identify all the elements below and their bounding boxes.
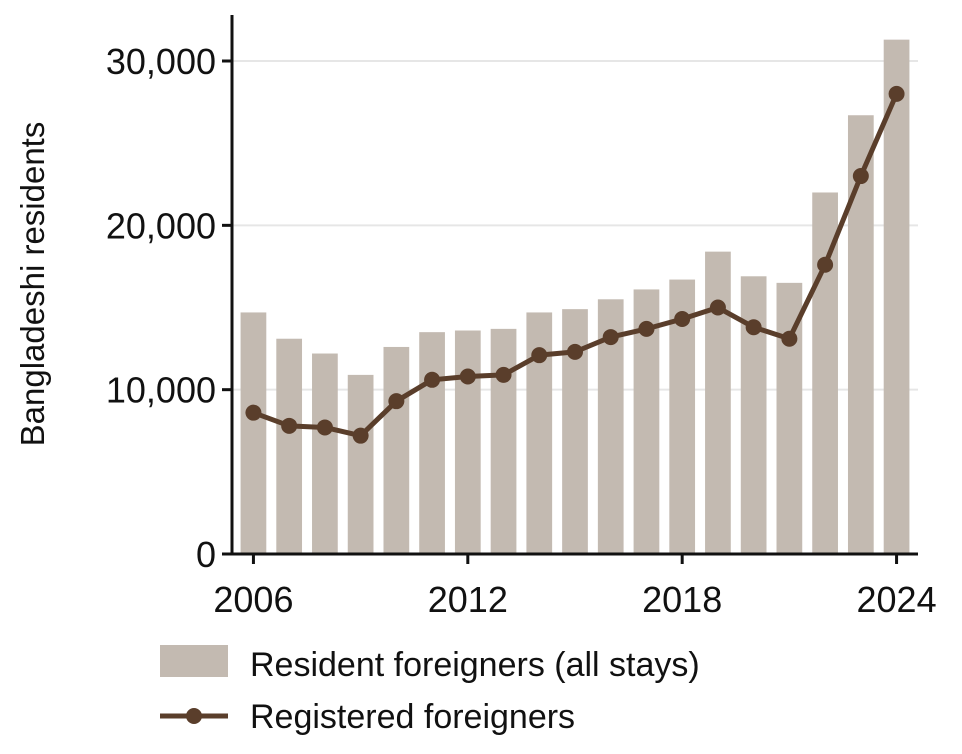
bar-2011 — [419, 332, 445, 554]
legend-swatch-bar — [160, 645, 228, 677]
point-2024 — [888, 85, 905, 102]
bar-2022 — [812, 192, 838, 554]
bar-2023 — [847, 115, 874, 555]
legend-label-bar: Resident foreigners (all stays) — [250, 646, 700, 684]
bar-2007 — [276, 338, 303, 554]
bar-2024 — [883, 39, 910, 554]
point-2016 — [602, 329, 619, 346]
point-2012 — [459, 368, 476, 385]
y-tick-label-20000: 20,000 — [106, 205, 216, 246]
x-ticks: 2006 2012 2018 2024 — [213, 554, 937, 620]
x-tick-label-2024: 2024 — [857, 579, 937, 620]
y-tick-label-10000: 10,000 — [106, 370, 216, 411]
bar-2012 — [454, 330, 481, 554]
point-2015 — [567, 343, 583, 360]
point-2010 — [388, 393, 405, 410]
point-2009 — [352, 427, 369, 444]
y-tick-label-0: 0 — [196, 534, 216, 575]
bar-2006 — [240, 312, 267, 554]
point-2018 — [674, 311, 691, 328]
bar-2008 — [312, 353, 338, 554]
point-2019 — [709, 299, 726, 316]
point-2022 — [817, 256, 834, 273]
point-2023 — [852, 168, 869, 185]
bar-2009 — [347, 374, 374, 554]
y-axis-title: Bangladeshi residents — [14, 122, 51, 447]
x-tick-label-2006: 2006 — [213, 579, 293, 620]
bar-2019 — [705, 251, 731, 554]
point-2021 — [781, 330, 798, 347]
point-2006 — [245, 404, 262, 421]
bar-2021 — [776, 282, 803, 554]
y-tick-label-30000: 30,000 — [106, 41, 216, 82]
bars-resident-foreigners — [240, 39, 910, 555]
legend-swatch-point — [186, 708, 202, 724]
x-tick-label-2012: 2012 — [428, 579, 508, 620]
bar-2020 — [740, 276, 767, 554]
point-2017 — [638, 320, 655, 337]
points-registered-foreigners — [245, 85, 905, 444]
point-2013 — [495, 366, 512, 383]
y-ticks: 0 10,000 20,000 30,000 — [106, 41, 232, 575]
point-2011 — [424, 371, 441, 388]
point-2008 — [316, 419, 333, 436]
point-2007 — [281, 417, 298, 434]
axes — [230, 15, 918, 556]
point-2020 — [745, 319, 762, 336]
bar-2010 — [383, 346, 410, 554]
point-2014 — [531, 347, 548, 364]
x-tick-label-2018: 2018 — [642, 579, 722, 620]
legend: Resident foreigners (all stays) Register… — [160, 645, 700, 736]
bar-2013 — [490, 328, 517, 554]
legend-label-line: Registered foreigners — [250, 698, 575, 736]
